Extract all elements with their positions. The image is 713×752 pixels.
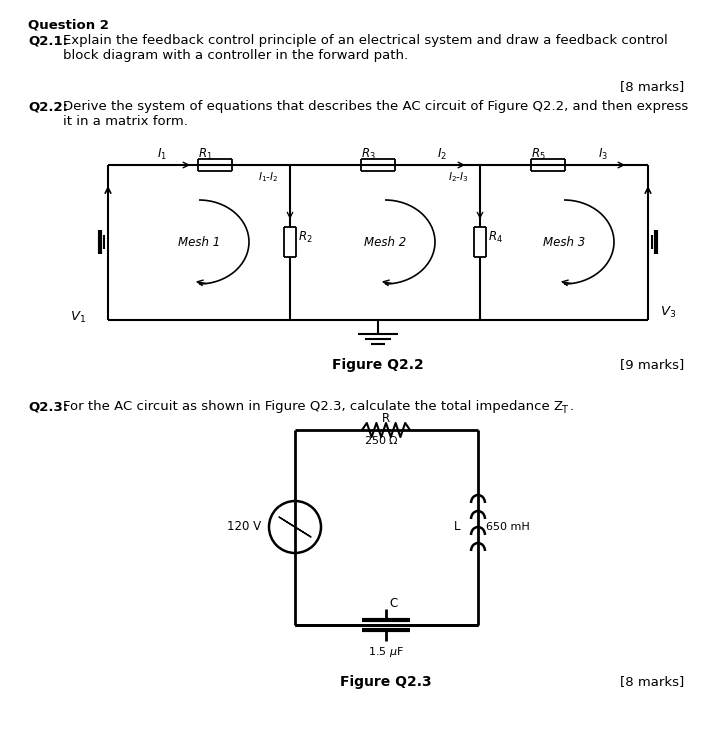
Text: 650 mH: 650 mH [486, 522, 530, 532]
Text: $I_1$-$I_2$: $I_1$-$I_2$ [257, 170, 278, 183]
Text: $R_3$: $R_3$ [361, 147, 375, 162]
Text: $R_5$: $R_5$ [530, 147, 545, 162]
Text: $V_3$: $V_3$ [660, 305, 676, 320]
Text: $I_1$: $I_1$ [157, 147, 167, 162]
Text: $R_1$: $R_1$ [198, 147, 212, 162]
Text: T: T [561, 405, 567, 415]
Text: Explain the feedback control principle of an electrical system and draw a feedba: Explain the feedback control principle o… [63, 34, 668, 62]
Text: [8 marks]: [8 marks] [620, 80, 684, 93]
Text: $I_3$: $I_3$ [598, 147, 608, 162]
Text: 1.5 $\mu$F: 1.5 $\mu$F [368, 645, 404, 659]
Text: $I_2$: $I_2$ [437, 147, 447, 162]
Text: [9 marks]: [9 marks] [620, 358, 684, 371]
Text: C: C [390, 597, 398, 610]
Text: Question 2: Question 2 [28, 18, 109, 31]
Text: $R_4$: $R_4$ [488, 229, 503, 244]
Text: Mesh 3: Mesh 3 [543, 235, 585, 248]
Text: Mesh 1: Mesh 1 [178, 235, 220, 248]
Text: Figure Q2.2: Figure Q2.2 [332, 358, 424, 372]
Text: [8 marks]: [8 marks] [620, 675, 684, 688]
Text: For the AC circuit as shown in Figure Q2.3, calculate the total impedance Z: For the AC circuit as shown in Figure Q2… [63, 400, 563, 413]
Text: 120 V: 120 V [227, 520, 261, 533]
Text: $V_1$: $V_1$ [70, 310, 86, 325]
Text: R: R [382, 412, 390, 425]
Text: Q2.3:: Q2.3: [28, 400, 68, 413]
Text: .: . [570, 400, 574, 413]
Text: L: L [453, 520, 460, 533]
Text: Q2.1:: Q2.1: [28, 34, 68, 47]
Text: $R_2$: $R_2$ [298, 229, 312, 244]
Text: Mesh 2: Mesh 2 [364, 235, 406, 248]
Text: Q2.2:: Q2.2: [28, 100, 68, 113]
Text: 250 $\Omega$: 250 $\Omega$ [364, 434, 399, 446]
Text: $I_2$-$I_3$: $I_2$-$I_3$ [448, 170, 468, 183]
Text: Derive the system of equations that describes the AC circuit of Figure Q2.2, and: Derive the system of equations that desc… [63, 100, 688, 128]
Text: Figure Q2.3: Figure Q2.3 [340, 675, 432, 689]
